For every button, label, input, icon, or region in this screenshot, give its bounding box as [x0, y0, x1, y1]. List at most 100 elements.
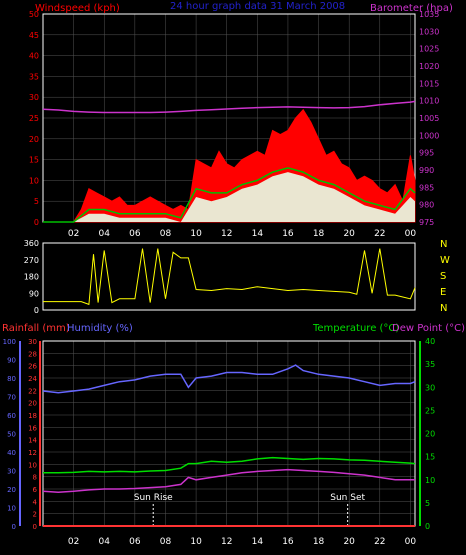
wind-x-tick: 00: [405, 229, 417, 239]
rainfall-tick: 20: [28, 400, 37, 408]
wind-x-tick: 14: [252, 229, 264, 239]
humidity-tick: 0: [12, 523, 16, 531]
wind-x-tick: 18: [313, 229, 325, 239]
windspeed-tick: 30: [29, 93, 39, 102]
rainfall-tick: 4: [33, 498, 38, 506]
temperature-tick: 20: [425, 430, 435, 439]
direction-tick: 0: [34, 306, 39, 315]
rainfall-tick: 16: [28, 424, 37, 432]
wind-x-tick: 22: [374, 229, 385, 239]
humidity-line: [42, 364, 416, 394]
temperature-humidity-chart: 0246810121416182022242628300102030405060…: [3, 337, 436, 547]
humidity-axis-label: Humidity (%): [67, 323, 133, 334]
rainfall-tick: 30: [28, 338, 37, 346]
wind-x-tick: 16: [282, 229, 294, 239]
wind-direction-line: [43, 248, 416, 306]
windspeed-tick: 35: [29, 72, 39, 81]
compass-letter: N: [440, 239, 447, 250]
windspeed-tick: 25: [29, 114, 39, 123]
windspeed-tick: 5: [34, 197, 39, 206]
humidity-tick: 80: [7, 375, 16, 383]
humidity-tick: 70: [7, 394, 16, 402]
humidity-tick: 100: [3, 338, 16, 346]
temp-x-tick: 06: [129, 537, 141, 547]
rainfall-tick: 0: [33, 523, 37, 531]
wind-barometer-chart: 0510152025303540455097598098599099510001…: [29, 10, 440, 239]
humidity-tick: 20: [7, 486, 16, 494]
wind-x-tick: 12: [221, 229, 232, 239]
rainfall-tick: 6: [33, 486, 38, 494]
barometer-tick: 1025: [419, 45, 439, 54]
windspeed-tick: 20: [29, 135, 39, 144]
direction-tick: 90: [29, 289, 39, 298]
temp-x-tick: 12: [221, 537, 232, 547]
temp-x-tick: 20: [343, 537, 355, 547]
temp-x-tick: 16: [282, 537, 294, 547]
temperature-line: [43, 456, 416, 474]
temp-x-tick: 08: [160, 537, 172, 547]
wind-x-tick: 06: [129, 229, 141, 239]
rainfall-tick: 24: [28, 375, 37, 383]
temperature-tick: 15: [425, 453, 435, 462]
barometer-axis-label: Barometer (hpa): [370, 3, 453, 14]
compass-letter: W: [440, 255, 450, 266]
chart-title: 24 hour graph data 31 March 2008: [170, 1, 345, 12]
barometer-tick: 995: [419, 149, 434, 158]
temperature-tick: 0: [425, 522, 430, 531]
compass-letter: E: [440, 287, 446, 298]
windspeed-tick: 45: [29, 31, 39, 40]
barometer-tick: 1035: [419, 10, 439, 19]
temp-x-tick: 00: [405, 537, 417, 547]
wind-x-tick: 08: [160, 229, 172, 239]
windspeed-axis-label: Windspeed (kph): [35, 3, 120, 14]
temperature-axis-label: Temperature (°C): [312, 323, 399, 334]
direction-plot-frame: [42, 242, 416, 311]
dewpoint-line: [42, 468, 415, 493]
rainfall-tick: 28: [28, 350, 37, 358]
rainfall-tick: 14: [28, 437, 37, 445]
barometer-tick: 1020: [419, 62, 439, 71]
temperature-tick: 40: [425, 337, 435, 346]
sun-marker-label: Sun Set: [330, 493, 365, 503]
barometer-line: [42, 100, 416, 114]
humidity-tick: 40: [7, 449, 16, 457]
sun-marker-label: Sun Rise: [134, 493, 173, 503]
barometer-tick: 980: [419, 201, 434, 210]
humidity-tick: 60: [7, 412, 16, 420]
temp-x-tick: 04: [99, 537, 111, 547]
humidity-tick: 10: [7, 505, 16, 513]
windspeed-tick: 40: [29, 52, 39, 61]
temperature-tick: 35: [425, 360, 435, 369]
barometer-tick: 1010: [419, 97, 439, 106]
temp-x-tick: 18: [313, 537, 325, 547]
temperature-tick: 10: [425, 476, 435, 485]
temperature-tick: 5: [425, 499, 430, 508]
barometer-tick: 1030: [419, 27, 439, 36]
humidity-tick: 50: [7, 431, 16, 439]
humidity-tick: 30: [7, 468, 16, 476]
temp-x-tick: 10: [190, 537, 202, 547]
rainfall-tick: 12: [28, 449, 37, 457]
temp-x-tick: 02: [68, 537, 79, 547]
wind-x-tick: 02: [68, 229, 79, 239]
rainfall-axis-label: Rainfall (mm): [2, 323, 70, 334]
wind-average-line: [43, 167, 416, 223]
humidity-tick: 90: [7, 357, 16, 365]
rainfall-tick: 26: [28, 363, 37, 371]
wind-x-tick: 10: [190, 229, 202, 239]
compass-letter: S: [440, 271, 446, 282]
windspeed-tick: 0: [34, 218, 39, 227]
wind-gust-area: [43, 172, 415, 222]
temperature-tick: 30: [425, 383, 435, 392]
temp-x-tick: 22: [374, 537, 385, 547]
rainfall-tick: 8: [33, 474, 37, 482]
windspeed-tick: 50: [29, 10, 39, 19]
rainfall-tick: 22: [28, 387, 37, 395]
windspeed-tick: 15: [29, 156, 39, 165]
compass-letter: N: [440, 303, 447, 314]
rainfall-tick: 10: [28, 461, 37, 469]
barometer-tick: 990: [419, 166, 434, 175]
